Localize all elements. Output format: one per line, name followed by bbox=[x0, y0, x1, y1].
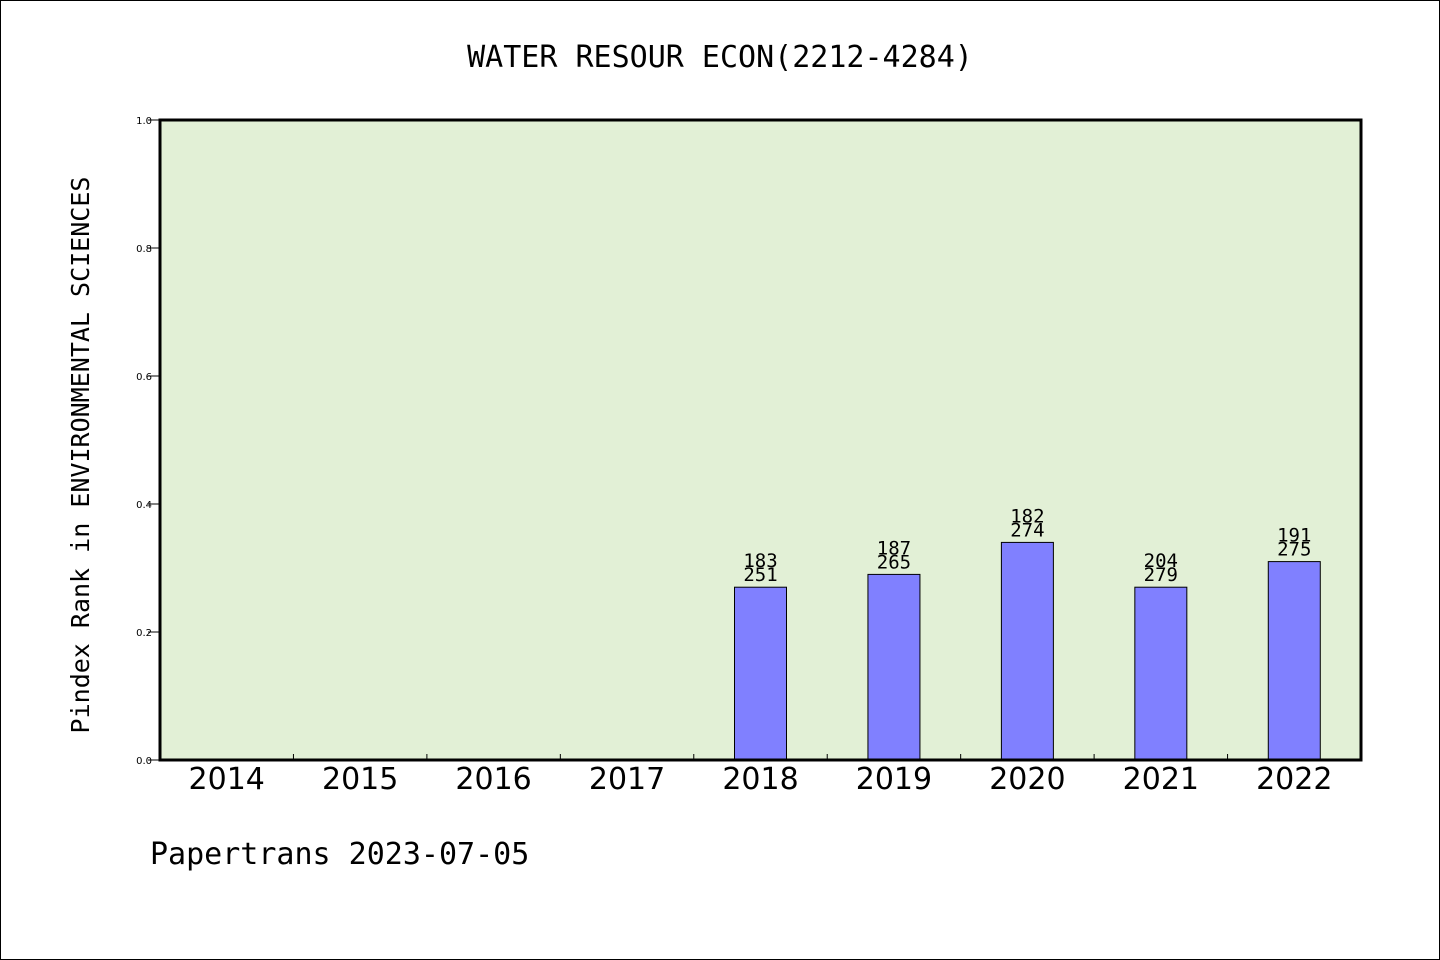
y-tick-label: 0.2 bbox=[136, 628, 152, 639]
bar-rank-label: 183 bbox=[743, 550, 777, 572]
footer-text: Papertrans 2023-07-05 bbox=[150, 837, 529, 872]
bar-total-label: 265 bbox=[877, 551, 911, 573]
bar bbox=[1000, 541, 1054, 761]
x-axis-ticks: 2014 2015 2016 2017 2018 2019 2020 2021 2022 bbox=[189, 754, 1332, 797]
x-tick-label: 2019 bbox=[856, 762, 932, 797]
chart-title: WATER RESOUR ECON(2212-4284) bbox=[467, 40, 973, 75]
y-axis-ticks: 0.0 0.2 0.4 0.6 0.8 1.0 bbox=[136, 116, 160, 767]
bar bbox=[1134, 586, 1188, 761]
bar bbox=[867, 573, 921, 761]
x-tick-label: 2015 bbox=[322, 762, 398, 797]
bars-group bbox=[734, 541, 1321, 761]
y-axis-label: Pindex Rank in ENVIRONMENTAL SCIENCES bbox=[66, 177, 95, 734]
bar-total-label: 275 bbox=[1277, 539, 1311, 561]
bar-total-label: 274 bbox=[1010, 519, 1044, 541]
y-tick-label: 0.4 bbox=[136, 500, 152, 511]
x-tick-label: 2014 bbox=[189, 762, 265, 797]
x-tick-label: 2018 bbox=[722, 762, 798, 797]
y-tick-label: 0.6 bbox=[136, 372, 152, 383]
plot-border bbox=[158, 118, 1363, 762]
bar-rank-label: 191 bbox=[1277, 525, 1311, 547]
x-tick-label: 2022 bbox=[1256, 762, 1332, 797]
bar-total-label: 279 bbox=[1144, 564, 1178, 586]
x-tick-label: 2021 bbox=[1123, 762, 1199, 797]
bar-total-label: 251 bbox=[743, 564, 777, 586]
bar-rank-label: 204 bbox=[1144, 550, 1178, 572]
x-tick-label: 2017 bbox=[589, 762, 665, 797]
x-tick-label: 2020 bbox=[989, 762, 1065, 797]
x-tick-label: 2016 bbox=[455, 762, 531, 797]
y-tick-label: 0.8 bbox=[136, 244, 152, 255]
y-tick-label: 0.0 bbox=[136, 756, 152, 767]
bar bbox=[734, 586, 787, 761]
bar bbox=[1267, 561, 1321, 761]
y-tick-label: 1.0 bbox=[136, 116, 152, 127]
bar-rank-label: 182 bbox=[1010, 505, 1044, 527]
bar-rank-label: 187 bbox=[877, 537, 911, 559]
